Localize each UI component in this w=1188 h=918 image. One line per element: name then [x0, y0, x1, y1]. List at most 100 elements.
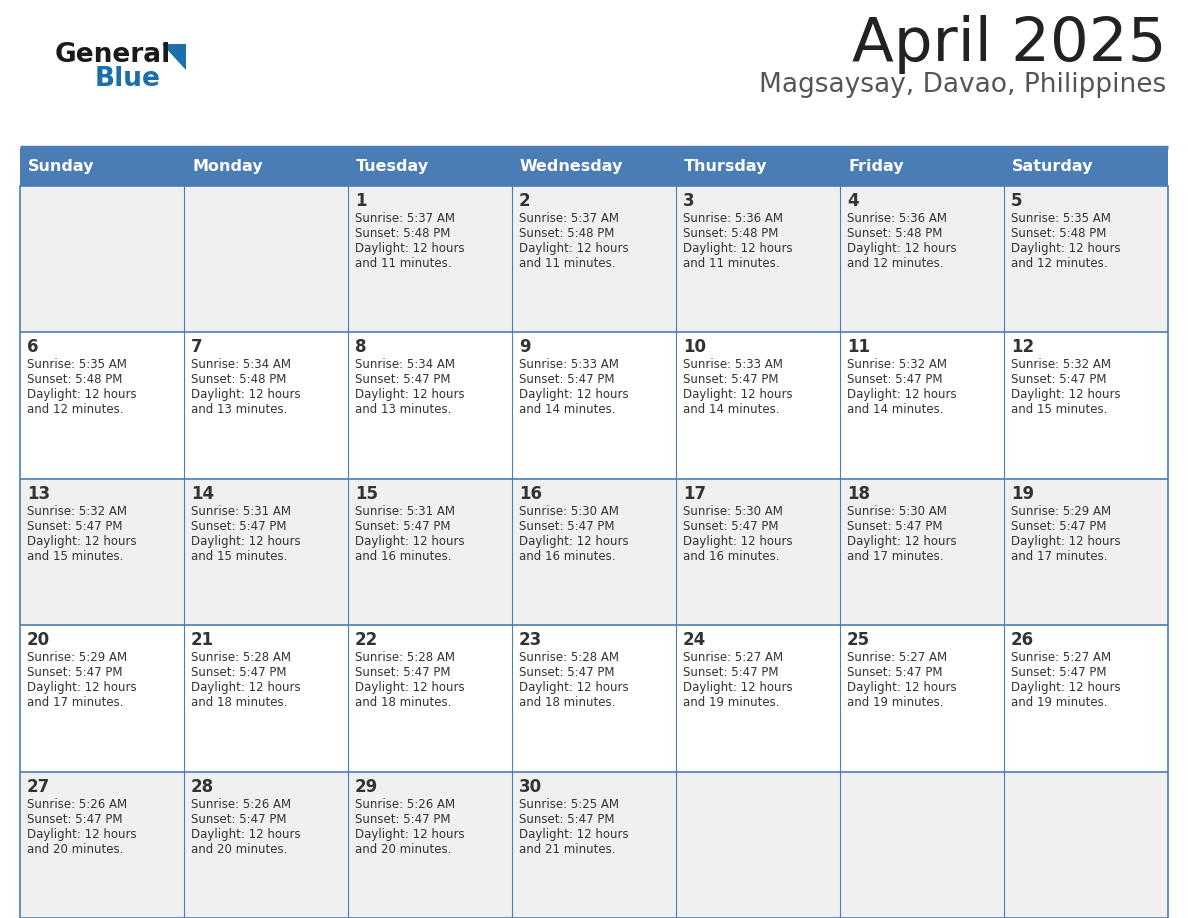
Text: Sunrise: 5:32 AM: Sunrise: 5:32 AM — [1011, 358, 1111, 372]
Text: 3: 3 — [683, 192, 695, 210]
Text: and 11 minutes.: and 11 minutes. — [683, 257, 779, 270]
Text: Daylight: 12 hours: Daylight: 12 hours — [355, 681, 465, 694]
Text: Sunrise: 5:36 AM: Sunrise: 5:36 AM — [683, 212, 783, 225]
Text: Daylight: 12 hours: Daylight: 12 hours — [191, 681, 301, 694]
Text: and 15 minutes.: and 15 minutes. — [191, 550, 287, 563]
Text: Sunrise: 5:25 AM: Sunrise: 5:25 AM — [519, 798, 619, 811]
Text: and 19 minutes.: and 19 minutes. — [1011, 696, 1107, 710]
Text: Sunset: 5:48 PM: Sunset: 5:48 PM — [683, 227, 778, 240]
Text: Sunrise: 5:33 AM: Sunrise: 5:33 AM — [519, 358, 619, 372]
Text: Daylight: 12 hours: Daylight: 12 hours — [355, 828, 465, 841]
Text: and 17 minutes.: and 17 minutes. — [27, 696, 124, 710]
Text: 13: 13 — [27, 485, 50, 503]
Text: Sunrise: 5:29 AM: Sunrise: 5:29 AM — [1011, 505, 1111, 518]
Text: and 11 minutes.: and 11 minutes. — [519, 257, 615, 270]
Text: Sunrise: 5:37 AM: Sunrise: 5:37 AM — [355, 212, 455, 225]
Text: 11: 11 — [847, 339, 870, 356]
Text: 25: 25 — [847, 632, 870, 649]
Text: Sunset: 5:47 PM: Sunset: 5:47 PM — [191, 520, 286, 532]
Bar — [20, 148, 184, 186]
Text: Magsaysay, Davao, Philippines: Magsaysay, Davao, Philippines — [759, 72, 1165, 98]
Text: 21: 21 — [191, 632, 214, 649]
Text: Sunrise: 5:36 AM: Sunrise: 5:36 AM — [847, 212, 947, 225]
Text: Sunday: Sunday — [29, 159, 95, 174]
Text: Sunset: 5:47 PM: Sunset: 5:47 PM — [27, 666, 122, 679]
Text: Daylight: 12 hours: Daylight: 12 hours — [1011, 388, 1120, 401]
Bar — [20, 625, 1168, 772]
Text: Monday: Monday — [192, 159, 263, 174]
Text: 29: 29 — [355, 778, 378, 796]
Text: Sunset: 5:47 PM: Sunset: 5:47 PM — [519, 374, 614, 386]
Text: Daylight: 12 hours: Daylight: 12 hours — [847, 388, 956, 401]
Text: and 19 minutes.: and 19 minutes. — [683, 696, 779, 710]
Text: Daylight: 12 hours: Daylight: 12 hours — [519, 828, 628, 841]
Text: Daylight: 12 hours: Daylight: 12 hours — [27, 681, 137, 694]
Text: 2: 2 — [519, 192, 531, 210]
Text: Sunrise: 5:32 AM: Sunrise: 5:32 AM — [847, 358, 947, 372]
Text: Daylight: 12 hours: Daylight: 12 hours — [1011, 242, 1120, 255]
Text: and 17 minutes.: and 17 minutes. — [847, 550, 943, 563]
Bar — [676, 148, 840, 186]
Text: Sunset: 5:48 PM: Sunset: 5:48 PM — [191, 374, 286, 386]
Text: and 20 minutes.: and 20 minutes. — [27, 843, 124, 856]
Text: Sunset: 5:47 PM: Sunset: 5:47 PM — [1011, 520, 1106, 532]
Bar — [20, 772, 1168, 918]
Text: 23: 23 — [519, 632, 542, 649]
Text: Sunrise: 5:31 AM: Sunrise: 5:31 AM — [191, 505, 291, 518]
Text: and 16 minutes.: and 16 minutes. — [683, 550, 779, 563]
Text: Sunset: 5:47 PM: Sunset: 5:47 PM — [27, 812, 122, 825]
Text: Sunrise: 5:32 AM: Sunrise: 5:32 AM — [27, 505, 127, 518]
Text: Sunset: 5:47 PM: Sunset: 5:47 PM — [683, 374, 778, 386]
Text: Daylight: 12 hours: Daylight: 12 hours — [683, 242, 792, 255]
Text: and 14 minutes.: and 14 minutes. — [519, 403, 615, 417]
Text: Daylight: 12 hours: Daylight: 12 hours — [519, 242, 628, 255]
Text: and 17 minutes.: and 17 minutes. — [1011, 550, 1107, 563]
Text: 5: 5 — [1011, 192, 1023, 210]
Text: Daylight: 12 hours: Daylight: 12 hours — [847, 242, 956, 255]
Text: 20: 20 — [27, 632, 50, 649]
Text: 16: 16 — [519, 485, 542, 503]
Text: Sunrise: 5:33 AM: Sunrise: 5:33 AM — [683, 358, 783, 372]
Text: 28: 28 — [191, 778, 214, 796]
Text: 24: 24 — [683, 632, 706, 649]
Text: Daylight: 12 hours: Daylight: 12 hours — [1011, 681, 1120, 694]
Text: and 18 minutes.: and 18 minutes. — [519, 696, 615, 710]
Text: Sunset: 5:47 PM: Sunset: 5:47 PM — [683, 520, 778, 532]
Text: April 2025: April 2025 — [852, 15, 1165, 74]
Text: 4: 4 — [847, 192, 859, 210]
Text: Sunset: 5:47 PM: Sunset: 5:47 PM — [683, 666, 778, 679]
Bar — [512, 148, 676, 186]
Text: Sunrise: 5:28 AM: Sunrise: 5:28 AM — [355, 651, 455, 665]
Text: and 12 minutes.: and 12 minutes. — [27, 403, 124, 417]
Text: Daylight: 12 hours: Daylight: 12 hours — [27, 388, 137, 401]
Text: Daylight: 12 hours: Daylight: 12 hours — [191, 535, 301, 548]
Text: Sunset: 5:47 PM: Sunset: 5:47 PM — [27, 520, 122, 532]
Text: 22: 22 — [355, 632, 378, 649]
Text: Sunrise: 5:28 AM: Sunrise: 5:28 AM — [519, 651, 619, 665]
Text: Sunrise: 5:30 AM: Sunrise: 5:30 AM — [847, 505, 947, 518]
Text: Sunrise: 5:37 AM: Sunrise: 5:37 AM — [519, 212, 619, 225]
Text: 30: 30 — [519, 778, 542, 796]
Text: Thursday: Thursday — [684, 159, 767, 174]
Text: Sunset: 5:47 PM: Sunset: 5:47 PM — [847, 520, 942, 532]
Bar — [20, 479, 1168, 625]
Text: Daylight: 12 hours: Daylight: 12 hours — [683, 535, 792, 548]
Bar — [840, 148, 1004, 186]
Text: and 12 minutes.: and 12 minutes. — [1011, 257, 1107, 270]
Text: Sunset: 5:47 PM: Sunset: 5:47 PM — [519, 666, 614, 679]
Text: Sunset: 5:48 PM: Sunset: 5:48 PM — [847, 227, 942, 240]
Text: 26: 26 — [1011, 632, 1034, 649]
Text: Blue: Blue — [95, 66, 160, 92]
Text: Sunrise: 5:27 AM: Sunrise: 5:27 AM — [847, 651, 947, 665]
Text: 14: 14 — [191, 485, 214, 503]
Text: and 20 minutes.: and 20 minutes. — [355, 843, 451, 856]
Text: Daylight: 12 hours: Daylight: 12 hours — [847, 681, 956, 694]
Text: Sunset: 5:48 PM: Sunset: 5:48 PM — [27, 374, 122, 386]
Text: Sunset: 5:47 PM: Sunset: 5:47 PM — [847, 374, 942, 386]
Text: 18: 18 — [847, 485, 870, 503]
Text: 15: 15 — [355, 485, 378, 503]
Text: and 13 minutes.: and 13 minutes. — [191, 403, 287, 417]
Bar — [348, 148, 512, 186]
Text: Sunset: 5:47 PM: Sunset: 5:47 PM — [191, 812, 286, 825]
Text: Daylight: 12 hours: Daylight: 12 hours — [27, 828, 137, 841]
